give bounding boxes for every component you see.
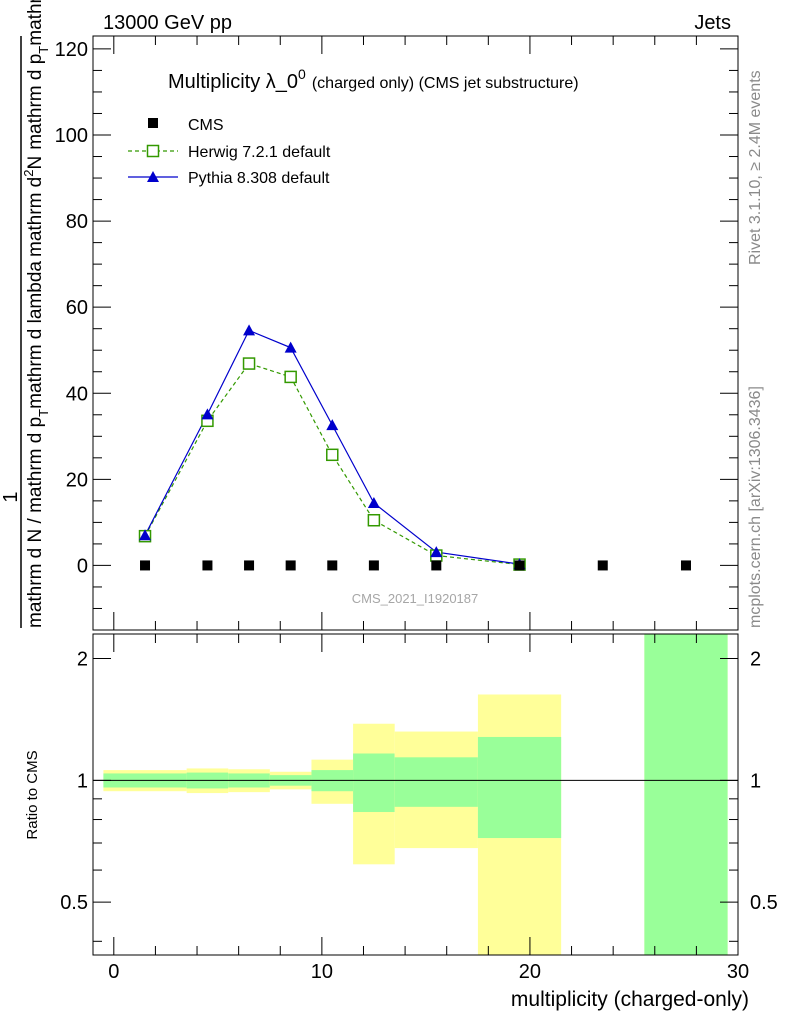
ylabel-num-part2: N [25,156,46,170]
ylabel-num-part4: mathrm d lambda [25,0,46,46]
energy-label: 13000 GeV pp [103,12,232,34]
ylabel-numerator-one: 1 [0,491,22,502]
herwig-point [367,513,381,527]
legend-herwig-label: Herwig 7.2.1 default [188,144,331,161]
pythia-line [144,329,520,565]
cms-point [244,560,255,571]
ratio-band-inner [353,753,395,813]
legend-cms-label: CMS [188,117,224,134]
ratio-ytick-label-right: 2 [750,649,761,671]
ratio-ytick-label-right: 0.5 [750,892,778,914]
cms-point [202,560,213,571]
main-series [138,324,691,571]
cms-point [368,560,379,571]
ylabel-num-sub: T [36,46,51,54]
pythia-point [326,419,339,431]
main-ytick-label: 80 [66,211,88,233]
legend-pythia-label: Pythia 8.308 default [188,170,330,187]
ylabel-denominator: mathrm d N / mathrm d pTmathrm d lambda [25,261,51,628]
mcplots-label: mcplots.cern.ch [arXiv:1306.3436] [747,386,764,628]
main-frame [92,35,739,631]
legend-herwig-marker [146,144,160,158]
chart-title-rest: (charged only) (CMS jet substructure) [312,75,579,92]
cms-point [327,560,338,571]
ratio-ytick-label: 2 [77,649,88,671]
main-ytick-label: 60 [66,297,88,319]
pythia-point [284,341,297,353]
cms-point [285,560,296,571]
ratio-band-inner [394,757,478,807]
herwig-point [242,357,256,370]
legend-item-herwig: Herwig 7.2.1 default [128,144,331,161]
ratio-ticks: 0.5 0.51 12 20 10 20 30 [60,634,778,983]
ratio-bands [103,634,728,955]
main-ytick-label: 120 [55,39,88,61]
ylabel-den-part1: mathrm d N / mathrm d p [25,417,46,628]
ratio-xtick-label: 10 [311,961,333,983]
cms-point [597,560,608,571]
ratio-ytick-label: 1 [77,770,88,792]
pythia-point [139,529,152,541]
main-ytick-label: 0 [77,555,88,577]
herwig-line [144,362,520,566]
ratio-frame [92,633,739,956]
ylabel-numerator: mathrm d2Nmathrm d pTmathrm d lambda [21,0,51,257]
pythia-point [430,546,443,558]
legend-item-pythia: Pythia 8.308 default [128,170,330,187]
ratio-xtick-label: 20 [519,961,541,983]
x-axis-label: multiplicity (charged-only) [511,988,749,1011]
main-ytick-label: 20 [66,469,88,491]
ratio-xtick-label: 30 [727,961,749,983]
main-ylabel: 1 mathrm d N / mathrm d pTmathrm d lambd… [0,0,51,628]
main-ytick-label: 100 [55,125,88,147]
ylabel-num-sup: 2 [21,170,36,177]
ratio-ytick-label: 0.5 [60,892,88,914]
herwig-point [326,448,339,462]
cms-point [431,560,442,571]
process-label: Jets [694,12,731,34]
legend-cms-marker [148,118,158,128]
chart-title: Multiplicity λ_00 (charged only) (CMS jet… [168,66,579,93]
ratio-band-inner [644,634,728,955]
cms-point [680,560,691,571]
main-ticks: 0 20 40 60 80 100 120 [55,36,739,630]
ratio-band-inner [477,736,562,839]
cms-point [514,560,525,571]
ratio-panel: 0.5 0.51 12 20 10 20 30 Ratio to CMS multiplic… [24,633,778,1011]
ylabel-den-part2: mathrm d lambda [25,261,46,409]
ylabel-num-part1: mathrm d [25,177,46,257]
ratio-xtick-label: 0 [108,961,119,983]
analysis-watermark: CMS_2021_I1920187 [352,591,479,606]
legend-item-cms: CMS [148,117,224,134]
pythia-point [243,324,256,336]
ratio-ytick-label-right: 1 [750,770,761,792]
pythia-point [367,497,380,509]
pythia-point [201,408,214,420]
main-ytick-label: 40 [66,383,88,405]
ylabel-den-sub: T [36,409,51,417]
ylabel-num-part3: mathrm d p [25,54,46,150]
ratio-ylabel: Ratio to CMS [24,750,41,839]
legend-pythia-marker [147,171,159,182]
herwig-point [284,370,297,384]
legend: CMS Herwig 7.2.1 default Pythia 8.308 de… [128,117,331,187]
chart-title-sup: 0 [298,66,306,82]
rivet-version-label: Rivet 3.1.10, ≥ 2.4M events [747,70,764,265]
cms-point [140,560,151,571]
chart-title-main: Multiplicity λ_0 [168,71,298,93]
